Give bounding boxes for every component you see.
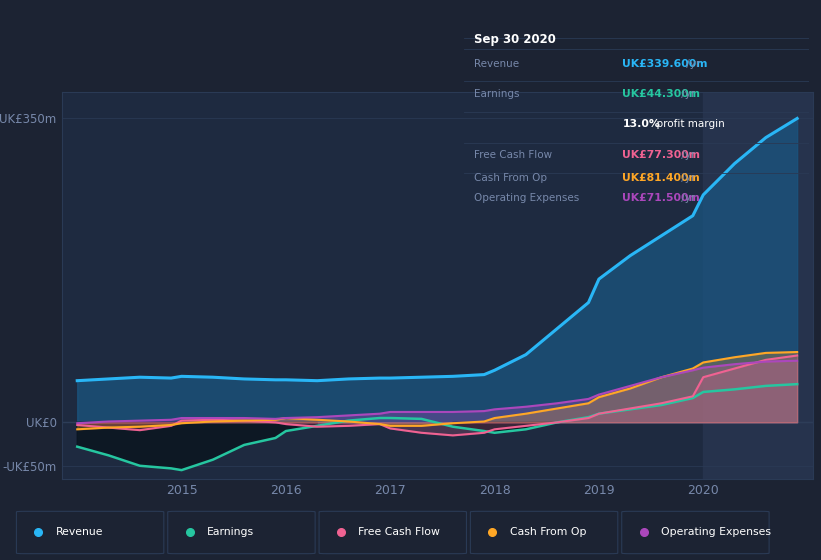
Text: profit margin: profit margin <box>650 119 725 129</box>
Text: Free Cash Flow: Free Cash Flow <box>475 151 553 160</box>
Text: /yr: /yr <box>677 151 695 160</box>
Text: UK£44.300m: UK£44.300m <box>622 88 700 99</box>
Text: Cash From Op: Cash From Op <box>475 172 548 183</box>
Text: Earnings: Earnings <box>475 88 520 99</box>
Text: /yr: /yr <box>677 193 695 203</box>
Text: Free Cash Flow: Free Cash Flow <box>359 527 440 537</box>
Text: /yr: /yr <box>683 59 700 69</box>
Text: UK£81.400m: UK£81.400m <box>622 172 700 183</box>
Text: Operating Expenses: Operating Expenses <box>475 193 580 203</box>
Text: Revenue: Revenue <box>475 59 520 69</box>
Text: Operating Expenses: Operating Expenses <box>661 527 771 537</box>
Text: UK£77.300m: UK£77.300m <box>622 151 700 160</box>
Text: Earnings: Earnings <box>207 527 255 537</box>
Text: Sep 30 2020: Sep 30 2020 <box>475 32 556 45</box>
Bar <box>704 92 813 479</box>
Text: Revenue: Revenue <box>56 527 103 537</box>
Text: 13.0%: 13.0% <box>622 119 660 129</box>
Text: Cash From Op: Cash From Op <box>510 527 586 537</box>
Text: /yr: /yr <box>677 172 695 183</box>
Text: UK£339.600m: UK£339.600m <box>622 59 708 69</box>
Text: UK£71.500m: UK£71.500m <box>622 193 700 203</box>
Text: /yr: /yr <box>677 88 695 99</box>
